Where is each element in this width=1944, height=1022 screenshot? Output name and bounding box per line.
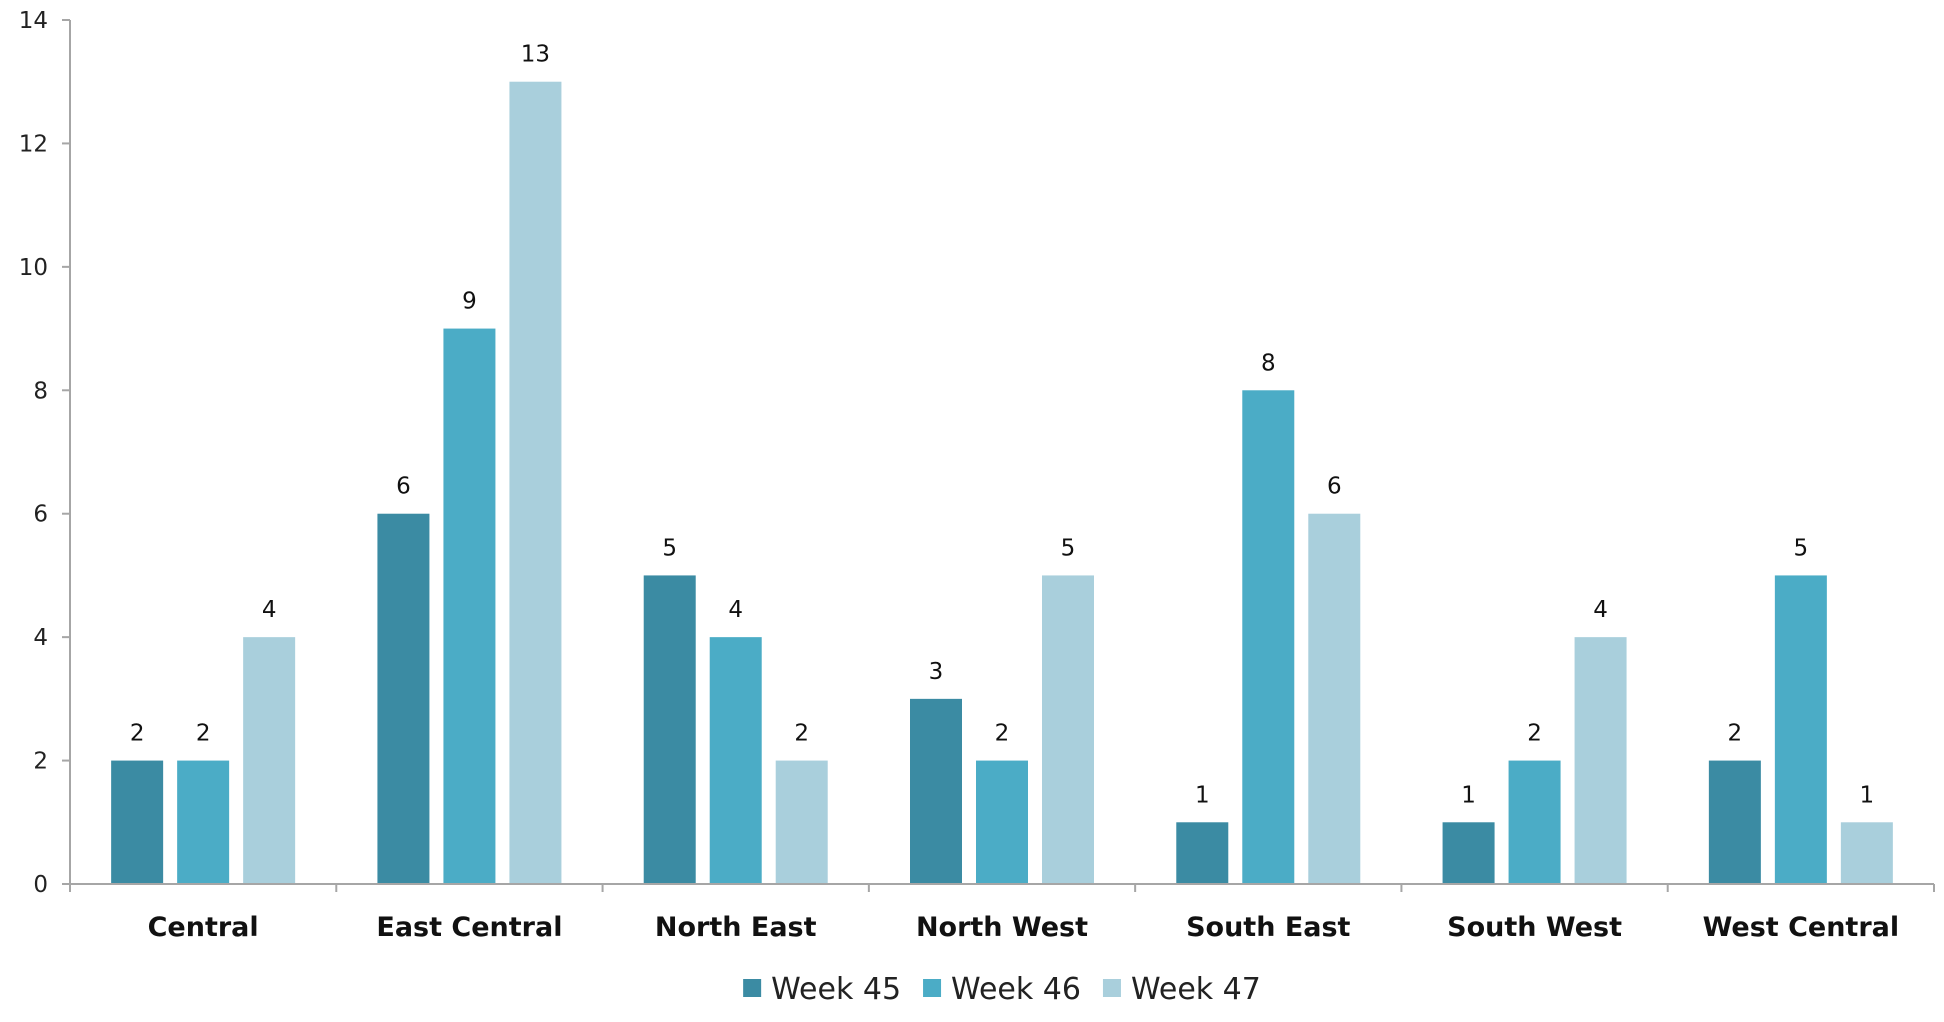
legend-swatch	[923, 979, 942, 997]
data-label: 6	[1327, 474, 1342, 500]
data-label: 1	[1195, 782, 1210, 808]
legend: Week 45 Week 46 Week 47	[743, 972, 1261, 1007]
bar-week-46	[1508, 760, 1561, 884]
x-category-label: Central	[148, 912, 259, 943]
data-label: 8	[1261, 350, 1276, 376]
y-tick-label: 6	[33, 502, 48, 528]
bar-week-45	[1176, 822, 1229, 884]
bar-week-45	[1708, 760, 1761, 884]
axes-group	[69, 20, 1934, 885]
data-label: 4	[1593, 597, 1608, 623]
legend-label: Week 45	[771, 972, 901, 1007]
category-labels-group: Central East Central North East North West S…	[148, 912, 1900, 943]
data-label: 1	[1860, 782, 1875, 808]
legend-swatch	[743, 979, 762, 997]
y-tick-label: 12	[19, 131, 48, 157]
bar-week-46	[709, 637, 762, 884]
legend-swatch	[1102, 979, 1121, 997]
bar-series-group	[111, 81, 1893, 885]
y-tick-label: 8	[33, 378, 48, 404]
bar-week-47	[1308, 513, 1361, 884]
bar-week-47	[775, 760, 828, 884]
data-label: 5	[1794, 535, 1809, 561]
data-label: 1	[1461, 782, 1476, 808]
bar-week-46	[1242, 390, 1295, 884]
bar-week-46	[976, 760, 1028, 884]
x-category-label: East Central	[376, 912, 562, 943]
data-label: 2	[130, 721, 145, 747]
data-label: 2	[1527, 721, 1542, 747]
bar-week-46	[177, 760, 230, 884]
data-label: 5	[662, 535, 677, 561]
x-category-label: North West	[916, 912, 1088, 943]
bar-week-47	[1042, 575, 1094, 884]
y-tick-label: 14	[19, 8, 48, 34]
data-label: 4	[262, 597, 277, 623]
bar-week-46	[1774, 575, 1827, 884]
bar-week-45	[377, 513, 430, 884]
bar-week-47	[1840, 822, 1893, 884]
data-label: 2	[196, 721, 211, 747]
legend-label: Week 46	[951, 972, 1081, 1007]
bar-week-47	[509, 81, 562, 884]
x-category-label: West Central	[1703, 912, 1900, 943]
data-label: 13	[521, 42, 550, 68]
bar-week-45	[111, 760, 164, 884]
bar-week-46	[443, 328, 496, 885]
data-label: 4	[728, 597, 743, 623]
x-category-label: North East	[655, 912, 817, 943]
data-label: 6	[396, 474, 411, 500]
bar-week-47	[243, 637, 296, 884]
bar-week-45	[910, 698, 962, 884]
legend-label: Week 47	[1131, 972, 1261, 1007]
data-label: 3	[929, 659, 944, 685]
data-label: 2	[995, 721, 1010, 747]
x-category-label: South West	[1447, 912, 1622, 943]
y-tick-label: 2	[33, 749, 48, 775]
bar-week-45	[643, 575, 696, 884]
y-tick-label: 4	[33, 625, 48, 651]
bar-week-45	[1442, 822, 1495, 884]
data-label: 2	[794, 721, 809, 747]
data-label: 9	[462, 289, 477, 315]
data-label: 2	[1728, 721, 1743, 747]
data-labels-group: 2 2 4 6 9 13 5 4 2 3 2 5 1 8 6 1 2 4 2 5 1	[130, 42, 1874, 809]
data-label: 5	[1061, 535, 1076, 561]
y-tick-label: 10	[19, 255, 48, 281]
x-category-label: South East	[1186, 912, 1350, 943]
bar-week-47	[1574, 637, 1627, 884]
y-tick-label: 0	[33, 872, 48, 898]
